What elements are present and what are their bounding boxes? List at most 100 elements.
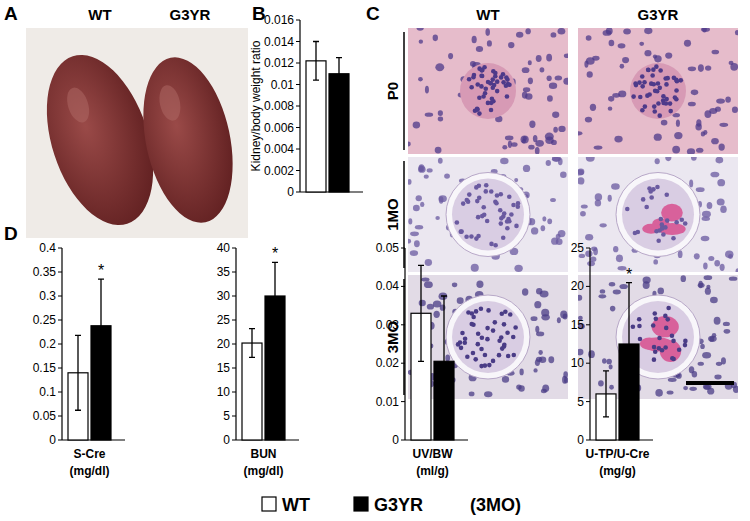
nucleus (479, 73, 484, 78)
y-tick-label: 5 (577, 395, 584, 409)
nucleus (625, 207, 630, 212)
nucleus (460, 331, 465, 336)
nucleus (485, 219, 490, 224)
nucleus (623, 29, 631, 35)
nucleus (458, 340, 463, 345)
nucleus (471, 264, 479, 272)
nucleus (479, 84, 484, 89)
nucleus (425, 259, 432, 266)
nucleus (710, 172, 719, 178)
nucleus (511, 353, 516, 358)
y-tick (296, 63, 300, 64)
nucleus (495, 89, 500, 94)
column-label: WT (88, 6, 111, 23)
nucleus (433, 311, 439, 318)
nucleus (499, 192, 504, 197)
y-tick-label: 0.4 (39, 241, 56, 255)
nucleus (408, 218, 412, 224)
nucleus (644, 28, 652, 34)
error-bar (75, 335, 81, 410)
micrograph (578, 275, 738, 399)
y-tick-label: 0.25 (33, 313, 57, 327)
y-tick (401, 286, 405, 287)
nucleus (486, 308, 491, 313)
nucleus (655, 389, 663, 397)
y-tick-label: 20 (571, 279, 585, 293)
nucleus (466, 199, 471, 204)
nucleus (410, 250, 418, 256)
nucleus (658, 68, 663, 73)
y-tick-label: 0 (392, 433, 399, 447)
nucleus (666, 306, 671, 311)
y-tick (586, 440, 590, 441)
nucleus (455, 220, 460, 225)
y-tick-label: 40 (217, 241, 231, 255)
nucleus (702, 28, 707, 32)
nucleus (489, 108, 494, 113)
nucleus (421, 278, 429, 282)
nucleus (471, 75, 476, 80)
nucleus (513, 325, 518, 330)
nucleus (587, 71, 593, 78)
nucleus (481, 205, 486, 210)
nucleus (459, 346, 464, 351)
bowman-space (446, 173, 530, 257)
nucleus (698, 362, 704, 366)
nucleus (498, 221, 503, 226)
y-tick (232, 392, 236, 393)
nucleus (550, 198, 556, 202)
nucleus (536, 357, 542, 362)
y-tick (232, 248, 236, 249)
nucleus (533, 368, 537, 372)
nucleus (438, 158, 443, 164)
nucleus (736, 268, 738, 272)
micrograph (408, 275, 568, 399)
nucleus (640, 108, 645, 113)
nucleus (586, 157, 595, 162)
significance: * (626, 266, 632, 283)
nucleus (545, 133, 554, 141)
nucleus (484, 183, 489, 188)
nucleus (542, 385, 549, 393)
nucleus (505, 219, 510, 224)
nucleus (640, 84, 645, 89)
nucleus (639, 42, 644, 46)
nucleus (702, 217, 710, 222)
nucleus (660, 348, 665, 353)
nucleus (665, 52, 672, 58)
nucleus (609, 385, 614, 390)
legend-note: (3MO) (470, 495, 521, 515)
nucleus (683, 221, 688, 226)
error-bar (441, 296, 447, 427)
nucleus (462, 340, 467, 345)
nucleus (716, 98, 725, 103)
nucleus (618, 91, 626, 98)
nucleus (631, 94, 636, 99)
nucleus (663, 345, 668, 350)
nucleus (458, 229, 463, 234)
nucleus (511, 142, 518, 147)
nucleus (677, 347, 682, 352)
y-tick-label: 15 (571, 318, 585, 332)
nucleus (717, 179, 725, 186)
nucleus (644, 205, 649, 210)
nucleus (522, 288, 528, 295)
error-bar (626, 283, 632, 406)
nucleus (452, 283, 457, 288)
nucleus (521, 135, 529, 143)
nucleus (723, 322, 730, 326)
y-tick (296, 84, 300, 85)
nucleus (673, 95, 678, 100)
nucleus (491, 359, 496, 364)
y-tick-label: 0.014 (264, 35, 294, 49)
nucleus (417, 28, 424, 31)
y-tick-label: 25 (571, 241, 585, 255)
nucleus (683, 339, 688, 344)
nucleus (733, 386, 738, 393)
nucleus (578, 169, 584, 175)
legend-label: G3YR (374, 495, 423, 515)
nucleus (420, 202, 424, 207)
nucleus (688, 102, 696, 107)
nucleus (518, 385, 524, 392)
nucleus (657, 113, 662, 118)
